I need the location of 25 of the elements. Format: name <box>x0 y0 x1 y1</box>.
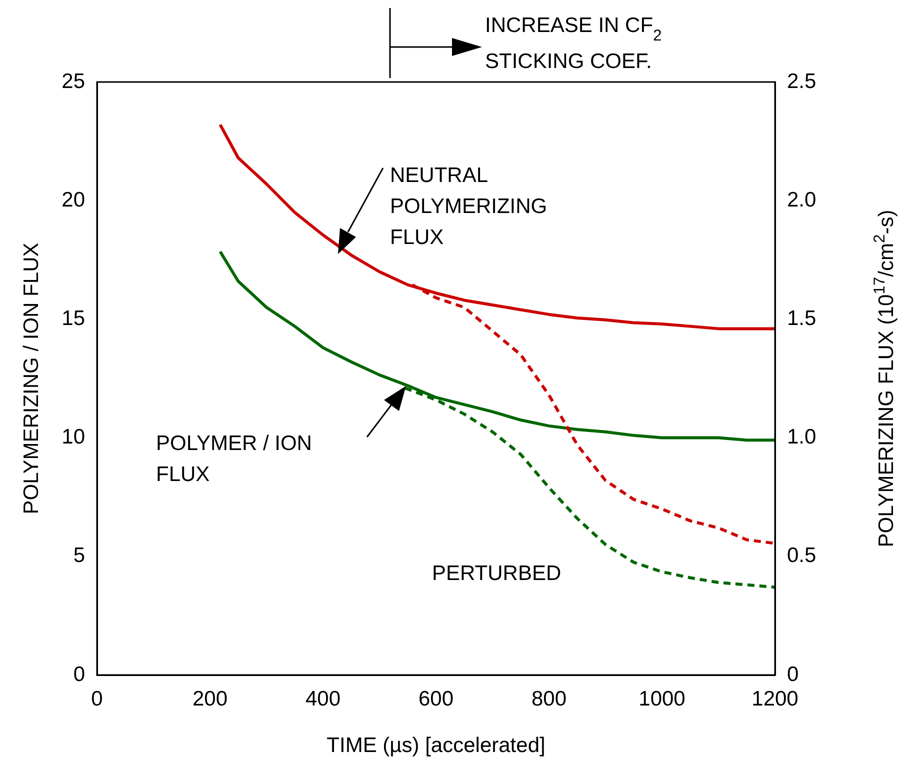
y-tick-label: 5 <box>73 544 85 568</box>
annotation: POLYMER / ION FLUX <box>156 432 312 486</box>
y2-tick-label: 0 <box>787 662 799 686</box>
x-tick-label: 800 <box>531 687 567 710</box>
x-tick-label: 1000 <box>638 687 686 710</box>
annotation: NEUTRAL POLYMERIZING FLUX <box>390 164 548 249</box>
y2-tick-label: 2.5 <box>787 70 816 93</box>
annotation: PERTURBED <box>432 562 562 585</box>
y-tick-label: 0 <box>73 662 85 686</box>
y-tick-label: 20 <box>62 188 85 212</box>
y2-tick-label: 1.5 <box>787 306 816 330</box>
x-tick-label: 0 <box>91 687 103 710</box>
y-axis-title: POLYMERIZING / ION FLUX <box>20 242 43 514</box>
x-tick-label: 600 <box>418 687 454 710</box>
x-tick-label: 200 <box>192 687 228 710</box>
y-tick-label: 15 <box>62 306 85 330</box>
y-tick-label: 25 <box>62 70 85 93</box>
x-axis-title: TIME (µs) [accelerated] <box>326 734 546 757</box>
y-tick-label: 10 <box>62 426 85 449</box>
x-tick-label: 400 <box>305 687 341 710</box>
y2-tick-label: 1.0 <box>787 426 816 449</box>
y2-tick-label: 2.0 <box>787 188 816 212</box>
y2-axis-title: POLYMERIZING FLUX (1017/cm2-s) <box>872 210 898 548</box>
y2-tick-label: 0.5 <box>787 544 816 568</box>
x-tick-label: 1200 <box>752 687 798 710</box>
